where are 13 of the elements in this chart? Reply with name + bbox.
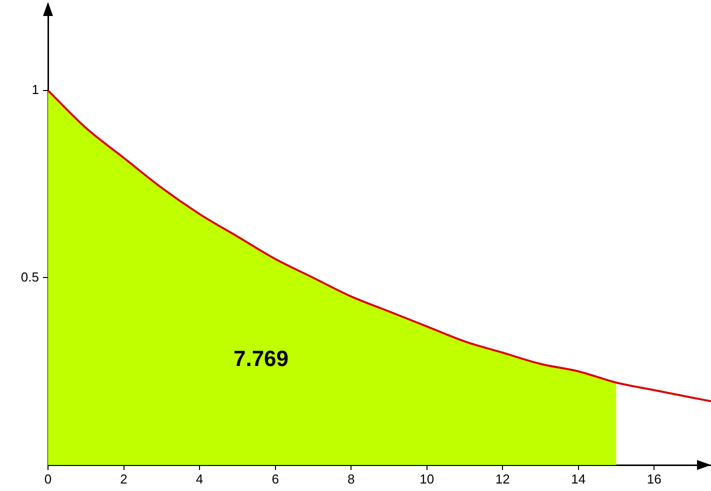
x-tick-label: 14 bbox=[571, 471, 586, 486]
y-tick-label: 1 bbox=[32, 82, 39, 98]
x-tick-label: 2 bbox=[120, 471, 128, 486]
x-tick-label: 6 bbox=[272, 471, 279, 486]
x-tick-label: 4 bbox=[196, 471, 204, 486]
x-tick-label: 0 bbox=[44, 471, 52, 486]
x-tick-label: 12 bbox=[495, 471, 510, 486]
x-tick-label: 10 bbox=[420, 471, 434, 486]
line-series bbox=[48, 89, 711, 402]
x-tick-label: 8 bbox=[347, 471, 355, 486]
x-tick-label: 16 bbox=[646, 471, 662, 486]
y-tick-label: 0.5 bbox=[20, 269, 39, 284]
annotation: 7.769 bbox=[233, 346, 289, 371]
